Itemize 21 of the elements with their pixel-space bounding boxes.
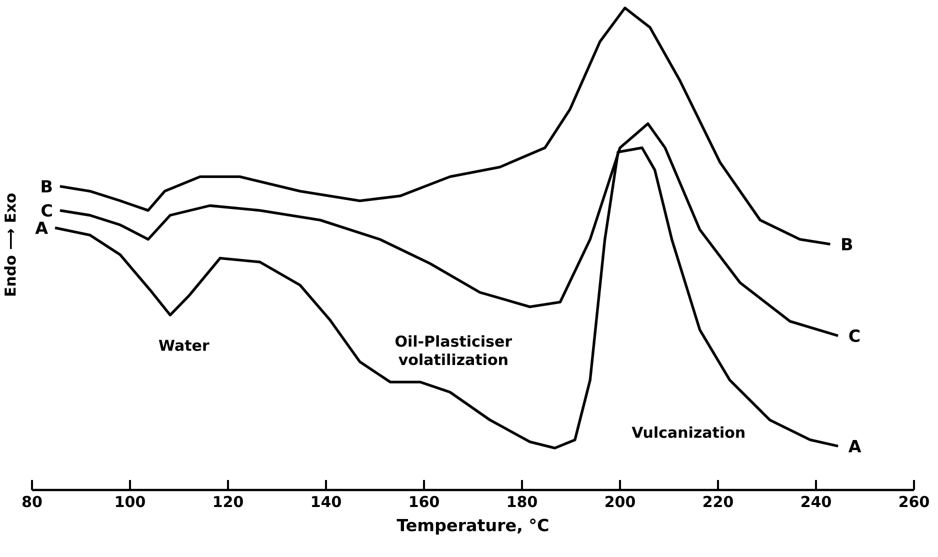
annotation: Vulcanization xyxy=(632,426,744,438)
x-tick-label: 80 xyxy=(22,496,42,508)
x-tick-label: 100 xyxy=(116,496,145,508)
x-tick-label: 260 xyxy=(900,496,929,508)
text: B xyxy=(842,238,852,250)
y-axis-title: Endo ⟶ Exo xyxy=(4,194,16,296)
series-label: B xyxy=(42,180,52,192)
x-tick-label: 220 xyxy=(704,496,733,508)
series-label: A xyxy=(35,222,48,234)
x-tick-label: 180 xyxy=(508,496,537,508)
annotation: Water xyxy=(158,340,210,351)
text: C xyxy=(849,329,860,342)
x-tick-label: 140 xyxy=(312,496,341,508)
series-label: C xyxy=(42,204,52,217)
x-tick-label: 200 xyxy=(606,496,635,508)
x-axis-title: Temperature, °C xyxy=(396,518,548,535)
x-tick-label: 120 xyxy=(214,496,243,508)
text: A xyxy=(848,440,862,452)
x-tick-label: 160 xyxy=(410,496,439,508)
annotation: Oil-Plasticiser volatilization xyxy=(396,335,512,366)
x-tick-label: 240 xyxy=(802,496,831,508)
